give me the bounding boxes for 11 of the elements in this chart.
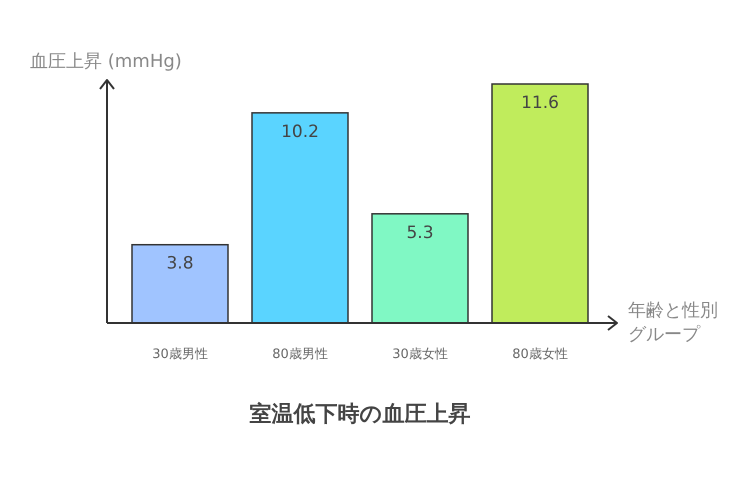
x-axis-title: 年齢と性別グループ [628, 299, 719, 347]
data-label: 3.8 [166, 254, 194, 274]
data-label: 10.2 [281, 122, 319, 142]
data-label: 11.6 [521, 93, 559, 113]
x-tick-label: 30歳女性 [392, 347, 448, 362]
x-tick-label: 30歳男性 [152, 347, 208, 362]
x-tick-label: 80歳女性 [512, 347, 568, 362]
y-axis-title: 血圧上昇 (mmHg) [30, 51, 182, 72]
x-tick-label: 80歳男性 [272, 347, 328, 362]
data-label: 5.3 [406, 222, 434, 243]
text: 室温低下時の血圧上昇 [250, 401, 470, 427]
